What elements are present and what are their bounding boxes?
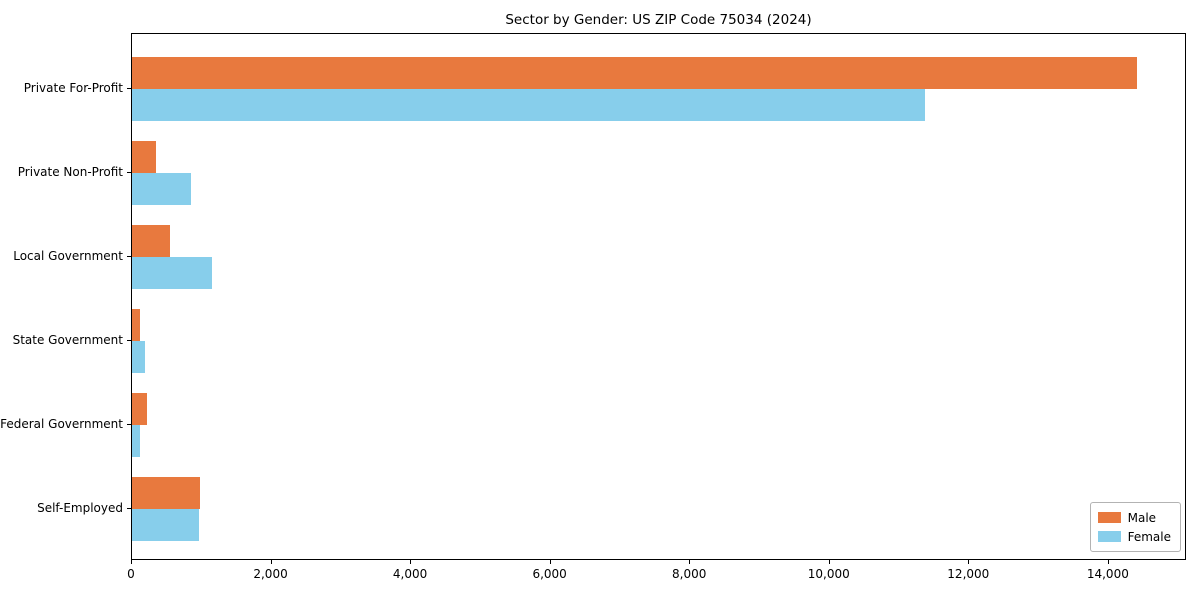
bar-female-federal-government	[132, 425, 140, 457]
ytick-label-federal-government: Federal Government	[0, 417, 123, 431]
xtick-mark	[1107, 560, 1109, 564]
ytick-mark	[127, 88, 131, 89]
plot-area: Male Female	[131, 33, 1186, 560]
bar-male-private-non-profit	[132, 141, 157, 173]
ytick-label-state-government: State Government	[12, 333, 123, 347]
xtick-label-4000: 4,000	[392, 567, 428, 581]
legend-label-male: Male	[1127, 510, 1157, 525]
xtick-mark	[549, 560, 551, 564]
bar-female-private-non-profit	[132, 173, 191, 205]
bar-male-self-employed	[132, 477, 201, 509]
xtick-label-6000: 6,000	[532, 567, 567, 581]
bar-male-local-government	[132, 225, 170, 257]
xtick-label-2000: 2,000	[253, 567, 288, 581]
xtick-mark	[689, 560, 691, 564]
bar-female-state-government	[132, 341, 145, 373]
legend-item-female: Female	[1097, 527, 1171, 546]
bar-female-self-employed	[132, 509, 199, 541]
ytick-mark	[127, 508, 131, 509]
bar-female-private-for-profit	[132, 89, 925, 121]
xtick-label-14000: 14,000	[1086, 567, 1129, 581]
legend: Male Female	[1089, 502, 1181, 552]
ytick-label-local-government: Local Government	[13, 249, 123, 263]
xtick-mark	[410, 560, 412, 564]
bar-male-private-for-profit	[132, 57, 1137, 89]
xtick-label-10000: 10,000	[807, 567, 850, 581]
xtick-mark	[131, 560, 132, 564]
xtick-label-0: 0	[127, 567, 135, 581]
legend-swatch-female	[1097, 531, 1121, 542]
chart-title: Sector by Gender: US ZIP Code 75034 (202…	[505, 12, 812, 28]
bar-male-federal-government	[132, 393, 148, 425]
ytick-label-private-for-profit: Private For-Profit	[23, 81, 123, 95]
ytick-mark	[127, 424, 131, 425]
xtick-label-12000: 12,000	[947, 567, 990, 581]
bar-male-state-government	[132, 309, 140, 341]
xtick-label-8000: 8,000	[672, 567, 707, 581]
bar-female-local-government	[132, 257, 213, 289]
legend-item-male: Male	[1097, 508, 1171, 527]
ytick-label-private-non-profit: Private Non-Profit	[17, 165, 123, 179]
ytick-mark	[127, 340, 131, 341]
ytick-mark	[127, 256, 131, 257]
xtick-mark	[270, 560, 272, 564]
xtick-mark	[828, 560, 830, 564]
xtick-mark	[968, 560, 970, 564]
legend-label-female: Female	[1127, 529, 1171, 544]
ytick-label-self-employed: Self-Employed	[37, 501, 123, 515]
legend-swatch-male	[1097, 512, 1121, 523]
ytick-mark	[127, 172, 131, 173]
